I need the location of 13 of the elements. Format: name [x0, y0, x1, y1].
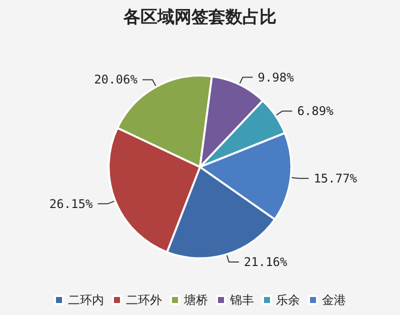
legend-label: 二环内 — [68, 293, 104, 307]
legend-label: 金港 — [322, 293, 346, 307]
data-label: 9.98% — [258, 70, 295, 84]
data-label: 21.16% — [244, 255, 288, 269]
data-label: 15.77% — [314, 171, 358, 186]
legend-label: 二环外 — [126, 293, 162, 307]
legend-label: 乐余 — [276, 293, 300, 307]
data-label: 6.89% — [297, 104, 334, 118]
data-label: 20.06% — [94, 72, 138, 87]
chart-title: 各区域网签套数占比 — [122, 8, 276, 28]
legend-label: 塘桥 — [183, 293, 208, 307]
data-label: 26.15% — [49, 196, 94, 211]
legend-label: 锦丰 — [229, 293, 254, 307]
